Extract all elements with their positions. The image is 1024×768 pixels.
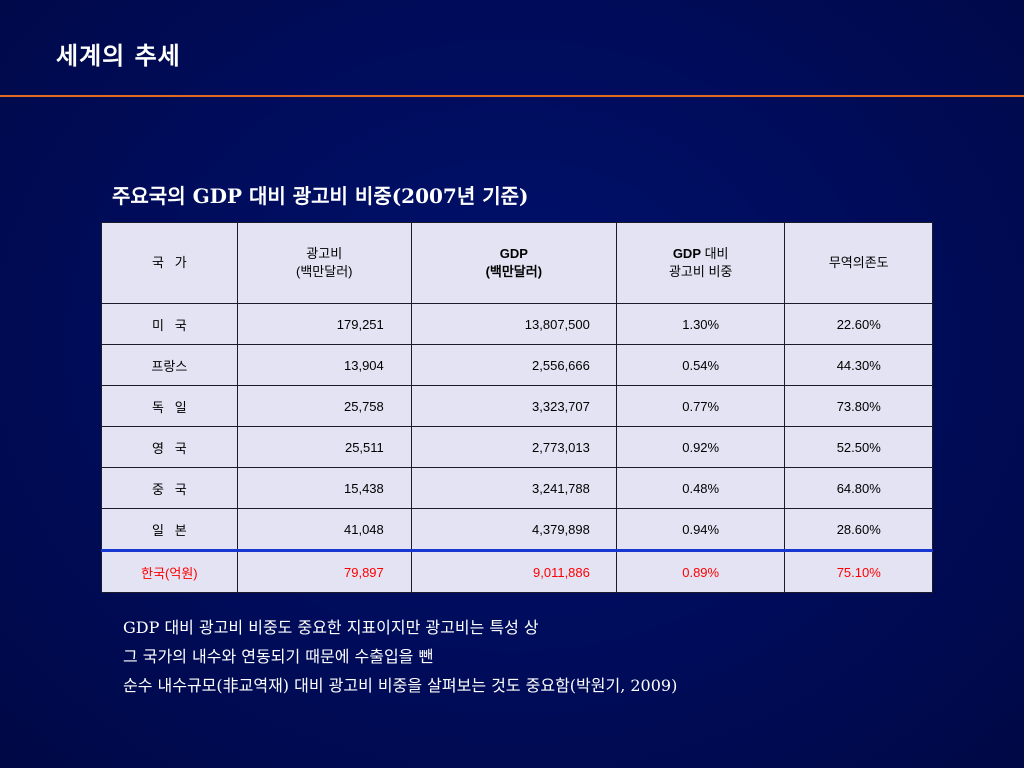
cell-ratio: 0.48% <box>615 467 786 509</box>
cell-gdp: 4,379,898 <box>410 508 617 551</box>
header-trade-label: 무역의존도 <box>828 255 889 270</box>
table-row: 프랑스 13,904 2,556,666 0.54% 44.30% <box>101 344 933 386</box>
header-trade-dependency: 무역의존도 <box>784 222 933 304</box>
header-ad-line2: (백만달러) <box>295 264 353 279</box>
cell-trade: 73.80% <box>784 385 933 427</box>
table-row: 영 국 25,511 2,773,013 0.92% 52.50% <box>101 426 933 468</box>
title-divider <box>0 95 1024 97</box>
cell-country: 중 국 <box>101 467 238 509</box>
cell-country: 독 일 <box>101 385 238 427</box>
cell-country: 일 본 <box>101 508 238 551</box>
cell-ad-spend: 25,758 <box>236 385 412 427</box>
cell-trade: 44.30% <box>784 344 933 386</box>
cell-country: 한국(억원) <box>101 549 238 593</box>
header-ratio-line1: 대비 <box>700 246 729 261</box>
cell-ratio: 0.89% <box>615 549 786 593</box>
table-row: 미 국 179,251 13,807,500 1.30% 22.60% <box>101 303 933 345</box>
header-gdp-line1: GDP <box>499 246 528 261</box>
header-ratio: GDP 대비 광고비 비중 <box>615 222 786 304</box>
cell-ratio: 0.94% <box>615 508 786 551</box>
footnote-line: 순수 내수규모(非교역재) 대비 광고비 비중을 살펴보는 것도 중요함(박원기… <box>123 676 678 695</box>
cell-ad-spend: 41,048 <box>236 508 412 551</box>
cell-ratio: 0.54% <box>615 344 786 386</box>
table-row: 독 일 25,758 3,323,707 0.77% 73.80% <box>101 385 933 427</box>
header-country: 국 가 <box>101 222 238 304</box>
header-ad-spend: 광고비 (백만달러) <box>236 222 412 304</box>
cell-trade: 75.10% <box>784 549 933 593</box>
cell-ratio: 1.30% <box>615 303 786 345</box>
header-ad-line1: 광고비 <box>306 246 343 261</box>
cell-ad-spend: 25,511 <box>236 426 412 468</box>
ad-spend-table: 국 가 광고비 (백만달러) GDP (백만달러) GDP 대비 광고비 비중 … <box>101 222 933 593</box>
cell-country: 미 국 <box>101 303 238 345</box>
cell-gdp: 3,241,788 <box>410 467 617 509</box>
header-ratio-line2: 광고비 비중 <box>668 264 733 279</box>
cell-gdp: 2,556,666 <box>410 344 617 386</box>
cell-gdp: 2,773,013 <box>410 426 617 468</box>
cell-ad-spend: 179,251 <box>236 303 412 345</box>
cell-trade: 64.80% <box>784 467 933 509</box>
cell-gdp: 9,011,886 <box>410 549 617 593</box>
cell-ratio: 0.77% <box>615 385 786 427</box>
cell-trade: 28.60% <box>784 508 933 551</box>
table-header-row: 국 가 광고비 (백만달러) GDP (백만달러) GDP 대비 광고비 비중 … <box>101 222 933 304</box>
cell-ad-spend: 13,904 <box>236 344 412 386</box>
footnote: GDP 대비 광고비 비중도 중요한 지표이지만 광고비는 특성 상 그 국가의… <box>123 613 677 700</box>
footnote-line: GDP 대비 광고비 비중도 중요한 지표이지만 광고비는 특성 상 <box>123 618 539 637</box>
cell-country: 프랑스 <box>101 344 238 386</box>
cell-country: 영 국 <box>101 426 238 468</box>
cell-ad-spend: 79,897 <box>236 549 412 593</box>
cell-ad-spend: 15,438 <box>236 467 412 509</box>
table-row-korea: 한국(억원) 79,897 9,011,886 0.89% 75.10% <box>101 549 933 593</box>
cell-trade: 22.60% <box>784 303 933 345</box>
header-country-label: 국 가 <box>151 255 187 270</box>
table-row: 일 본 41,048 4,379,898 0.94% 28.60% <box>101 508 933 551</box>
cell-trade: 52.50% <box>784 426 933 468</box>
slide-title: 세계의 추세 <box>56 41 181 70</box>
cell-gdp: 13,807,500 <box>410 303 617 345</box>
cell-ratio: 0.92% <box>615 426 786 468</box>
table-caption: 주요국의 GDP 대비 광고비 비중(2007년 기준) <box>112 184 529 208</box>
cell-gdp: 3,323,707 <box>410 385 617 427</box>
table-row: 중 국 15,438 3,241,788 0.48% 64.80% <box>101 467 933 509</box>
footnote-line: 그 국가의 내수와 연동되기 때문에 수출입을 뺀 <box>123 647 434 666</box>
header-gdp: GDP (백만달러) <box>410 222 617 304</box>
header-ratio-gdp: GDP <box>672 246 701 261</box>
header-gdp-line2: (백만달러) <box>485 264 543 279</box>
